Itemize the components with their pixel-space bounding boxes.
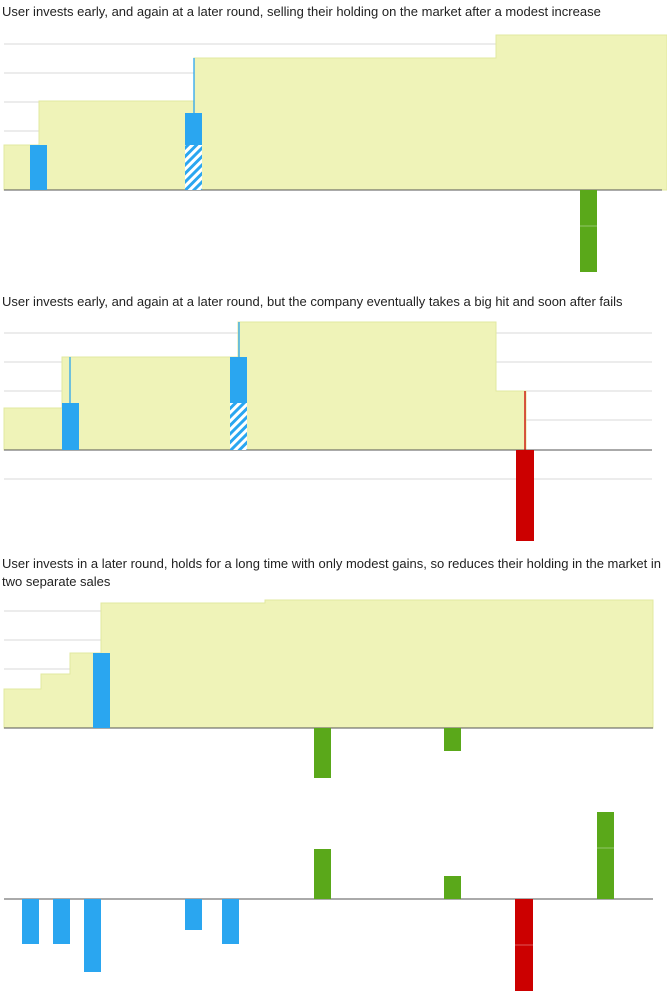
- scenario-2-caption: User invests early, and again at a later…: [2, 294, 623, 309]
- cashflow-outflow-bar-5: [222, 899, 239, 944]
- scenario-2-valuation-area: [3, 321, 527, 451]
- scenario-1-later-investment-bar: [185, 113, 202, 145]
- scenario-3-second-sale-bar: [444, 728, 461, 751]
- scenario-1-sale-bar: [580, 190, 597, 272]
- cashflow-loss-bar: [515, 899, 533, 991]
- cashflow-outflow-bar-1: [22, 899, 39, 944]
- scenario-3-investment-bar: [93, 653, 110, 728]
- scenario-2-early-investment-bar: [62, 403, 79, 450]
- scenario-2-later-investment-bar: [230, 357, 247, 403]
- cashflow-outflow-bar-4: [185, 899, 202, 930]
- scenario-1-caption: User invests early, and again at a later…: [2, 4, 601, 19]
- scenario-1-valuation-area: [3, 34, 667, 191]
- scenario-2-later-investment-hatched-bar: [230, 403, 247, 450]
- cashflow-inflow-bar-1: [314, 849, 331, 899]
- scenario-1-early-investment-bar: [30, 145, 47, 190]
- scenario-3-caption: User invests in a later round, holds for…: [2, 556, 662, 589]
- scenario-2-failure-bar: [516, 450, 534, 541]
- scenario-3-first-sale-bar: [314, 728, 331, 778]
- scenario-1-later-investment-hatched-bar: [185, 145, 202, 190]
- cashflow-outflow-bar-3: [84, 899, 101, 972]
- cashflow-inflow-bar-3: [597, 812, 614, 899]
- cashflow-outflow-bar-2: [53, 899, 70, 944]
- cashflow-inflow-bar-2: [444, 876, 461, 899]
